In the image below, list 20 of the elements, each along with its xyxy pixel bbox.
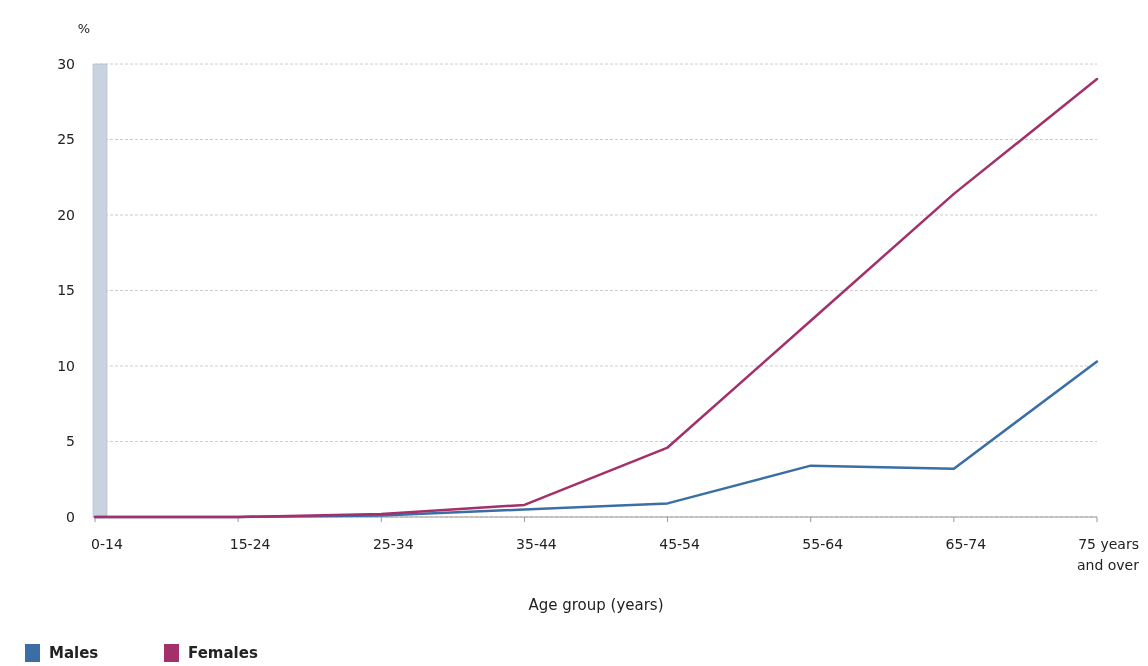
y-tick-label: 30 xyxy=(57,55,75,72)
y-tick-label: 20 xyxy=(57,206,75,223)
legend-label: Males xyxy=(49,644,99,662)
y-tick-label: 25 xyxy=(57,131,75,148)
legend-label: Females xyxy=(188,644,258,662)
x-tick-label: 15-24 xyxy=(229,536,271,552)
x-axis-title: Age group (years) xyxy=(528,596,664,614)
y-tick-label: 0 xyxy=(66,508,75,525)
x-tick-label: 0-14 xyxy=(91,536,123,552)
x-tick-label: 75 years and over xyxy=(1076,536,1140,573)
y-tick-label: 10 xyxy=(57,357,75,374)
x-tick-label: 25-34 xyxy=(372,536,414,552)
x-tick-label: 45-54 xyxy=(659,536,700,552)
x-tick-label: 65-74 xyxy=(945,536,987,552)
y-tick-label: 15 xyxy=(57,282,75,299)
y-tick-label: 5 xyxy=(66,433,75,450)
y-axis-title: % xyxy=(77,21,91,36)
x-tick-label: 35-44 xyxy=(516,536,557,552)
line-series xyxy=(93,77,1099,519)
x-tick-label: 55-64 xyxy=(802,536,844,552)
